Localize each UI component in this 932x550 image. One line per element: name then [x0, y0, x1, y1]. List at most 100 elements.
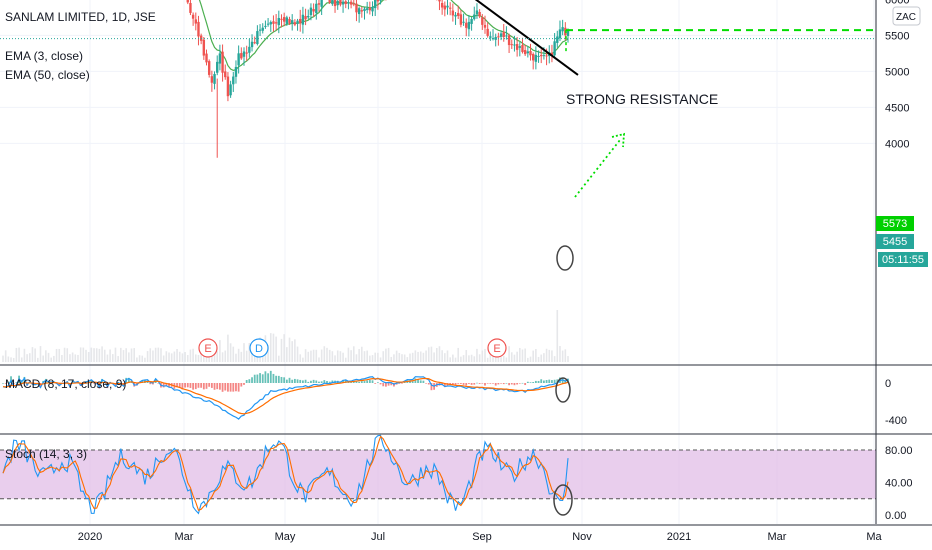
- candle-body[interactable]: [438, 0, 441, 2]
- candle-body[interactable]: [368, 7, 372, 11]
- candle-body[interactable]: [521, 44, 524, 53]
- candles[interactable]: [2, 0, 570, 158]
- candle-body[interactable]: [349, 1, 353, 5]
- candle-body[interactable]: [446, 5, 449, 8]
- candle-body[interactable]: [202, 39, 206, 56]
- candle-body[interactable]: [216, 61, 219, 73]
- candle-body[interactable]: [347, 2, 350, 4]
- macd-panel[interactable]: [0, 364, 932, 420]
- candle-body[interactable]: [336, 0, 339, 6]
- dividend-marker[interactable]: [249, 338, 269, 358]
- candle-body[interactable]: [274, 22, 278, 24]
- candle-body[interactable]: [489, 36, 492, 38]
- candle-body[interactable]: [478, 11, 481, 17]
- candle-body[interactable]: [189, 3, 192, 13]
- candle-body[interactable]: [242, 51, 246, 57]
- candle-body[interactable]: [448, 7, 452, 9]
- candle-body[interactable]: [537, 55, 540, 57]
- candle-body[interactable]: [186, 0, 189, 3]
- candle-body[interactable]: [491, 38, 495, 40]
- strong-resistance-annotation[interactable]: STRONG RESISTANCE: [566, 91, 718, 107]
- candle-body[interactable]: [545, 55, 548, 57]
- candle-body[interactable]: [240, 53, 243, 59]
- candle-body[interactable]: [245, 52, 248, 54]
- earnings-marker[interactable]: [487, 338, 507, 358]
- candle-body[interactable]: [248, 46, 251, 53]
- candle-body[interactable]: [285, 17, 289, 24]
- projection-arrow[interactable]: [574, 139, 621, 198]
- stoch-label[interactable]: Stoch (14, 3, 3): [5, 447, 87, 461]
- candle-body[interactable]: [333, 0, 337, 7]
- candle-body[interactable]: [317, 3, 321, 5]
- candle-body[interactable]: [253, 42, 256, 44]
- candle-body[interactable]: [341, 1, 345, 5]
- candle-body[interactable]: [515, 43, 519, 50]
- annotations[interactable]: [0, 0, 876, 271]
- candle-body[interactable]: [473, 14, 476, 20]
- candle-body[interactable]: [355, 3, 358, 13]
- candle-body[interactable]: [221, 51, 224, 73]
- candle-body[interactable]: [320, 0, 323, 7]
- candle-body[interactable]: [523, 50, 527, 55]
- candle-body[interactable]: [261, 27, 264, 31]
- candle-body[interactable]: [256, 31, 259, 45]
- candle-body[interactable]: [531, 53, 535, 61]
- candle-body[interactable]: [451, 10, 455, 16]
- candle-body[interactable]: [299, 18, 302, 24]
- candle-body[interactable]: [454, 14, 457, 17]
- candle-body[interactable]: [250, 41, 254, 48]
- candle-body[interactable]: [269, 22, 272, 25]
- candle-body[interactable]: [440, 3, 444, 8]
- highlight-circle[interactable]: [553, 484, 573, 516]
- candle-body[interactable]: [526, 51, 530, 54]
- candle-body[interactable]: [374, 0, 377, 9]
- candle-body[interactable]: [315, 3, 318, 14]
- candle-body[interactable]: [376, 0, 380, 2]
- candle-body[interactable]: [207, 61, 211, 75]
- candle-body[interactable]: [481, 17, 484, 25]
- candle-body[interactable]: [266, 23, 270, 25]
- candle-body[interactable]: [307, 15, 310, 18]
- candle-body[interactable]: [328, 0, 331, 3]
- candle-body[interactable]: [553, 41, 556, 56]
- candle-body[interactable]: [296, 20, 299, 24]
- candle-body[interactable]: [197, 21, 200, 37]
- candle-body[interactable]: [542, 55, 546, 57]
- candle-body[interactable]: [277, 17, 281, 26]
- candle-body[interactable]: [290, 20, 294, 24]
- signal-line[interactable]: [2, 377, 569, 415]
- candle-body[interactable]: [226, 76, 230, 97]
- candle-body[interactable]: [510, 44, 513, 46]
- macd-label[interactable]: MACD (8, 17, close, 9): [5, 377, 126, 391]
- stoch-panel[interactable]: [0, 433, 932, 516]
- candle-body[interactable]: [534, 54, 538, 62]
- candle-body[interactable]: [467, 21, 471, 30]
- earnings-marker[interactable]: [198, 338, 218, 358]
- candle-body[interactable]: [280, 18, 283, 20]
- candle-body[interactable]: [191, 14, 195, 19]
- stoch-d-line[interactable]: [2, 435, 569, 511]
- candle-body[interactable]: [475, 10, 479, 15]
- candle-body[interactable]: [459, 14, 463, 25]
- candle-body[interactable]: [363, 8, 366, 12]
- candle-body[interactable]: [365, 8, 369, 10]
- candle-body[interactable]: [352, 3, 355, 5]
- candle-body[interactable]: [518, 46, 522, 48]
- candle-body[interactable]: [339, 0, 342, 5]
- candle-body[interactable]: [457, 12, 460, 16]
- candle-body[interactable]: [505, 35, 508, 37]
- candle-body[interactable]: [344, 1, 347, 5]
- candle-body[interactable]: [465, 22, 468, 28]
- currency-badge[interactable]: ZAC: [896, 12, 916, 23]
- candle-body[interactable]: [272, 21, 275, 24]
- candle-body[interactable]: [282, 17, 286, 22]
- candle-body[interactable]: [218, 53, 222, 64]
- ema-fast-label[interactable]: EMA (3, close): [5, 49, 83, 63]
- candle-body[interactable]: [301, 14, 305, 25]
- candle-body[interactable]: [194, 19, 197, 24]
- candle-body[interactable]: [529, 50, 532, 56]
- candle-body[interactable]: [379, 0, 382, 1]
- candle-body[interactable]: [224, 71, 227, 78]
- stoch-k-line[interactable]: [2, 434, 569, 515]
